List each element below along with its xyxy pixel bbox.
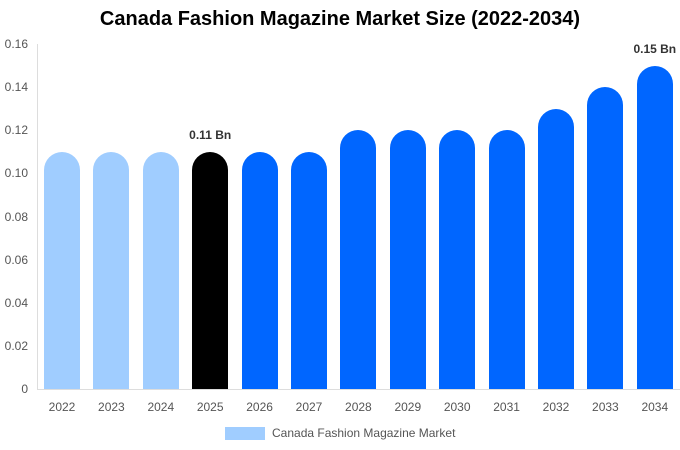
x-tick-label: 2023 [98,400,125,414]
data-label-2025: 0.11 Bn [189,127,232,142]
y-tick-label: 0.04 [4,295,28,310]
chart-title: Canada Fashion Magazine Market Size (202… [99,8,581,30]
x-tick-label: 2025 [196,400,224,414]
y-axis-line [37,44,38,390]
x-tick-label: 2028 [345,400,372,414]
bar-2030 [439,130,476,389]
y-tick-label: 0.16 [4,37,28,51]
bar-2032 [538,108,574,389]
bar-2023 [93,151,130,389]
bar-2033 [587,87,624,389]
y-tick-label: 0.12 [4,123,28,138]
x-axis-line [37,389,680,390]
bar-2031 [488,130,525,389]
x-tick-label: 2034 [641,400,669,414]
bar-2034 [636,65,673,389]
x-tick-label: 2022 [48,400,76,414]
legend: Canada Fashion Magazine Market [225,426,455,440]
bar-2027 [291,151,327,389]
y-tick-label: 0.08 [4,209,28,224]
legend-label: Canada Fashion Magazine Market [272,426,456,440]
bar-2024 [142,151,179,389]
x-tick-label: 2029 [394,400,422,414]
bar-2025 [192,151,229,389]
x-tick-label: 2033 [592,400,619,414]
data-label-2034: 0.15 Bn [633,41,677,56]
x-tick-label: 2027 [295,400,323,414]
y-tick-label: 0 [21,382,28,396]
legend-swatch [225,426,265,440]
bar-2026 [241,151,278,389]
y-tick-label: 0.14 [4,80,28,95]
y-tick-label: 0.06 [4,252,28,267]
y-tick-label: 0.02 [4,338,28,353]
x-tick-label: 2024 [147,400,175,414]
x-tick-label: 2026 [246,400,273,414]
bar-2022 [44,151,80,389]
bar-2029 [389,130,426,389]
bar-2028 [340,130,377,389]
y-tick-label: 0.10 [4,166,28,181]
x-tick-label: 2031 [493,400,520,414]
x-tick-label: 2030 [443,400,471,414]
x-tick-label: 2032 [542,400,570,414]
